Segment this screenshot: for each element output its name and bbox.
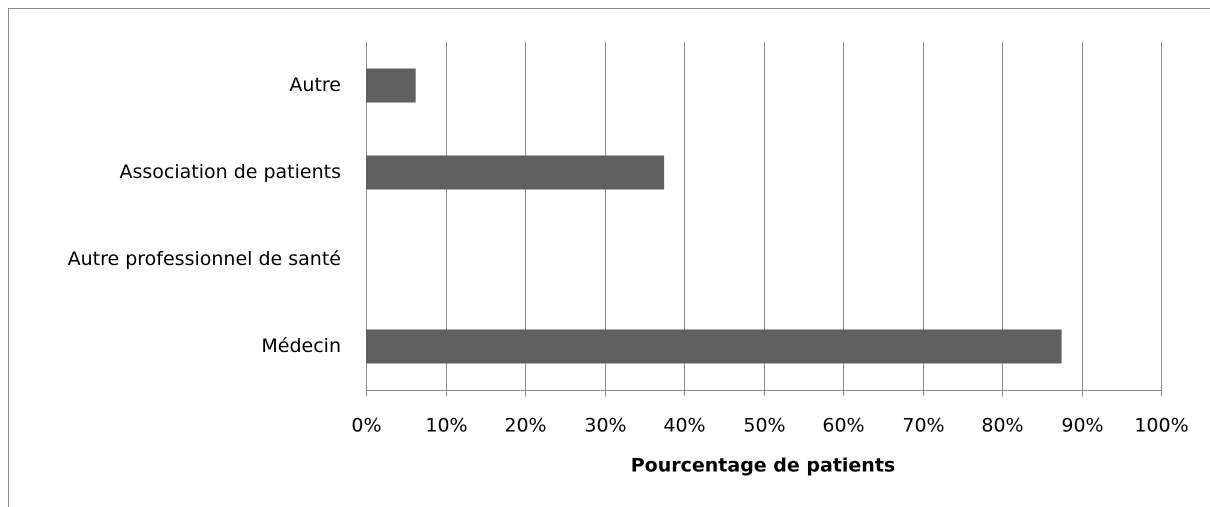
x-tick-label: 30%: [584, 415, 626, 437]
x-tick-label: 80%: [981, 415, 1023, 437]
x-tick-label: 20%: [504, 415, 546, 437]
x-tick-label: 100%: [1134, 415, 1188, 437]
y-tick-label: Autre professionnel de santé: [68, 248, 341, 270]
x-tick-label: 70%: [902, 415, 944, 437]
bar: [366, 68, 416, 103]
x-tick-label: 0%: [351, 415, 381, 437]
y-tick-label: Médecin: [261, 335, 341, 357]
x-tick-label: 90%: [1061, 415, 1103, 437]
x-tick-label: 60%: [822, 415, 864, 437]
bar: [366, 155, 665, 190]
bar: [366, 329, 1062, 364]
x-tick-label: 40%: [663, 415, 705, 437]
y-tick-label: Autre: [289, 74, 341, 96]
x-axis-title: Pourcentage de patients: [631, 455, 895, 477]
x-tick-label: 50%: [743, 415, 785, 437]
y-tick-label: Association de patients: [119, 161, 341, 183]
x-tick-label: 10%: [425, 415, 467, 437]
chart-frame: [8, 8, 1210, 507]
